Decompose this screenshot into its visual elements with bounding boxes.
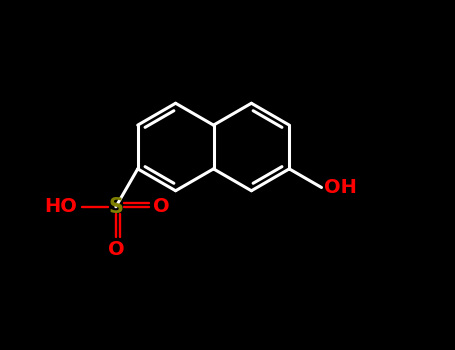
Text: S: S: [108, 197, 123, 217]
Text: HO: HO: [45, 197, 77, 216]
Text: O: O: [107, 240, 124, 259]
Text: OH: OH: [324, 178, 357, 197]
Text: O: O: [152, 197, 169, 216]
